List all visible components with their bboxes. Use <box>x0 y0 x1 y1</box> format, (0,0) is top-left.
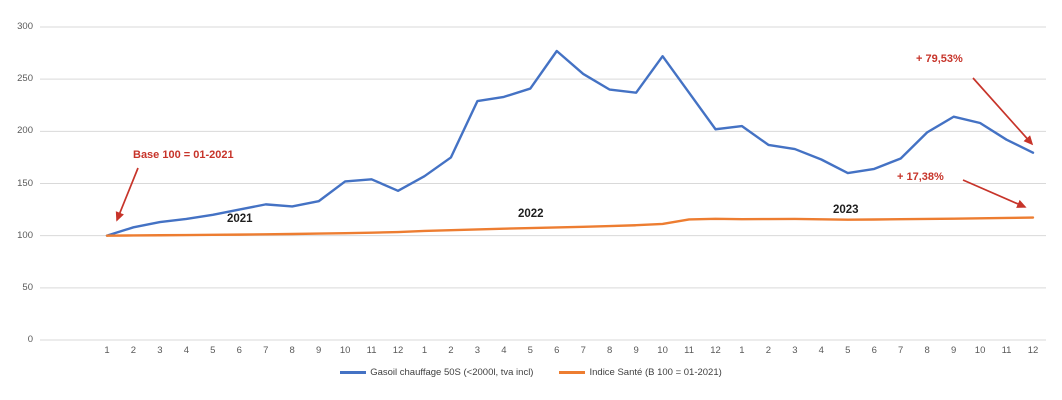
x-tick-label: 9 <box>950 345 957 356</box>
x-tick-label: 8 <box>289 345 295 356</box>
x-tick-label: 7 <box>263 345 269 356</box>
x-tick-label: 2 <box>130 345 137 356</box>
legend-label-gasoil: Gasoil chauffage 50S (<2000l, tva incl) <box>370 367 534 378</box>
gasoil-pct-annotation: + 79,53% <box>916 53 963 65</box>
indice-pct-annotation: + 17,38% <box>897 171 944 183</box>
x-tick-label: 11 <box>1001 345 1012 356</box>
x-tick-label: 10 <box>657 345 668 356</box>
y-tick-label: 50 <box>22 281 33 293</box>
x-tick-label: 10 <box>974 345 986 356</box>
gasoil-line-swatch <box>340 371 367 374</box>
x-tick-label: 4 <box>501 345 507 356</box>
x-tick-label: 1 <box>104 345 110 356</box>
x-tick-label: 7 <box>898 345 904 356</box>
y-tick-label: 150 <box>17 177 33 189</box>
x-tick-label: 1 <box>421 345 428 356</box>
x-tick-label: 5 <box>210 345 216 356</box>
x-tick-label: 4 <box>183 345 189 356</box>
y-tick-label: 100 <box>17 229 33 241</box>
x-tick-label: 11 <box>684 345 694 356</box>
base100-annotation: Base 100 = 01-2021 <box>133 149 234 161</box>
x-tick-label: 6 <box>236 345 242 356</box>
y-tick-label: 200 <box>17 125 33 137</box>
y-tick-label: 0 <box>27 334 33 345</box>
x-tick-label: 2 <box>448 345 454 356</box>
indice-line-swatch <box>559 371 586 374</box>
x-tick-label: 2 <box>765 345 772 356</box>
gasoil-line-series <box>105 49 1035 237</box>
x-tick-label: 3 <box>792 345 798 356</box>
year-label-2022: 2022 <box>518 208 544 220</box>
legend-item-gasoil: Gasoil chauffage 50S (<2000l, tva incl) <box>340 367 533 378</box>
x-tick-label: 6 <box>871 345 877 356</box>
y-tick-label: 300 <box>17 21 33 32</box>
gridlines <box>40 26 1046 341</box>
x-tick-label: 11 <box>366 345 377 356</box>
x-tick-label: 4 <box>818 345 824 356</box>
x-tick-label: 7 <box>580 345 586 356</box>
year-label-2021: 2021 <box>227 213 253 225</box>
x-tick-label: 9 <box>315 345 322 356</box>
x-tick-label: 3 <box>474 345 481 356</box>
year-label-2023: 2023 <box>833 204 859 216</box>
x-tick-label: 12 <box>1027 345 1039 356</box>
x-tick-label: 9 <box>633 345 639 356</box>
x-tick-label: 8 <box>924 345 930 356</box>
y-tick-label: 250 <box>17 73 33 85</box>
legend: Gasoil chauffage 50S (<2000l, tva incl) … <box>0 367 1062 378</box>
legend-label-indice: Indice Santé (B 100 = 01-2021) <box>589 367 722 378</box>
x-tick-label: 3 <box>157 345 163 356</box>
x-tick-label: 12 <box>392 345 404 356</box>
indice-line-series <box>105 216 1035 237</box>
annotation-arrows <box>115 77 1034 222</box>
x-tick-label: 12 <box>710 345 721 356</box>
series-lines <box>105 49 1035 237</box>
x-tick-label: 1 <box>739 345 745 356</box>
legend-item-indice: Indice Santé (B 100 = 01-2021) <box>559 367 722 378</box>
x-tick-label: 5 <box>845 345 851 356</box>
x-tick-label: 10 <box>339 345 351 356</box>
base100-arrow <box>115 167 139 222</box>
indice-pct-arrow <box>962 179 1027 208</box>
x-tick-label: 8 <box>607 345 613 356</box>
gasoil-pct-arrow <box>972 77 1034 146</box>
x-tick-label: 5 <box>527 345 533 356</box>
x-tick-label: 6 <box>554 345 560 356</box>
